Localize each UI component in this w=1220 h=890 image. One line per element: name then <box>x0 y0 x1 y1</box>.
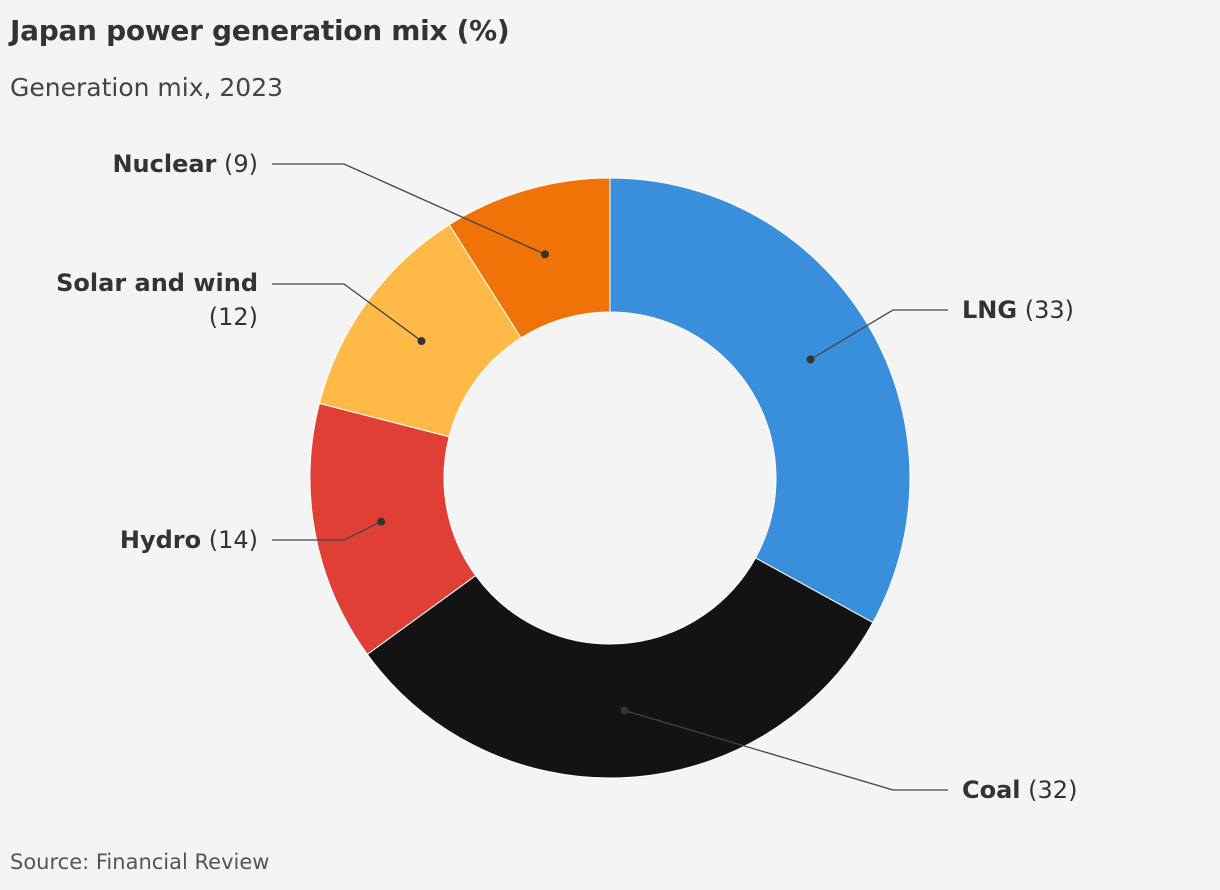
label-value: (32) <box>1021 776 1078 804</box>
source-note: Source: Financial Review <box>10 850 270 874</box>
slice-hydro <box>309 402 477 656</box>
leader-dot-nuclear <box>540 250 549 259</box>
leader-dot-hydro <box>377 517 386 526</box>
label-value: (33) <box>1017 296 1074 324</box>
label-value: (12) <box>209 303 258 331</box>
label-name: Hydro <box>120 526 201 554</box>
leader-dot-lng <box>806 355 815 364</box>
label-hydro: Hydro (14) <box>120 526 258 554</box>
leader-line-coal <box>624 709 948 791</box>
label-name: LNG <box>962 296 1017 324</box>
label-name: Coal <box>962 776 1021 804</box>
label-value: (9) <box>216 150 258 178</box>
leader-line-lng <box>810 309 948 360</box>
leader-line-solar-and-wind <box>272 283 422 342</box>
leader-dot-solar-and-wind <box>417 337 426 346</box>
label-solar-and-wind: Solar and wind (12) <box>56 269 258 331</box>
leader-dot-coal <box>620 706 629 715</box>
leader-line-nuclear <box>272 163 546 255</box>
label-name: Solar and wind <box>56 269 258 297</box>
label-value: (14) <box>201 526 258 554</box>
slice-nuclear <box>448 177 611 339</box>
label-nuclear: Nuclear (9) <box>112 150 258 178</box>
chart-title: Japan power generation mix (%) <box>10 14 510 47</box>
label-coal: Coal (32) <box>962 776 1077 804</box>
leader-line-hydro <box>272 521 382 541</box>
label-lng: LNG (33) <box>962 296 1074 324</box>
slice-coal <box>366 557 874 779</box>
slice-lng <box>609 177 911 624</box>
chart-subtitle: Generation mix, 2023 <box>10 73 284 102</box>
label-name: Nuclear <box>112 150 216 178</box>
